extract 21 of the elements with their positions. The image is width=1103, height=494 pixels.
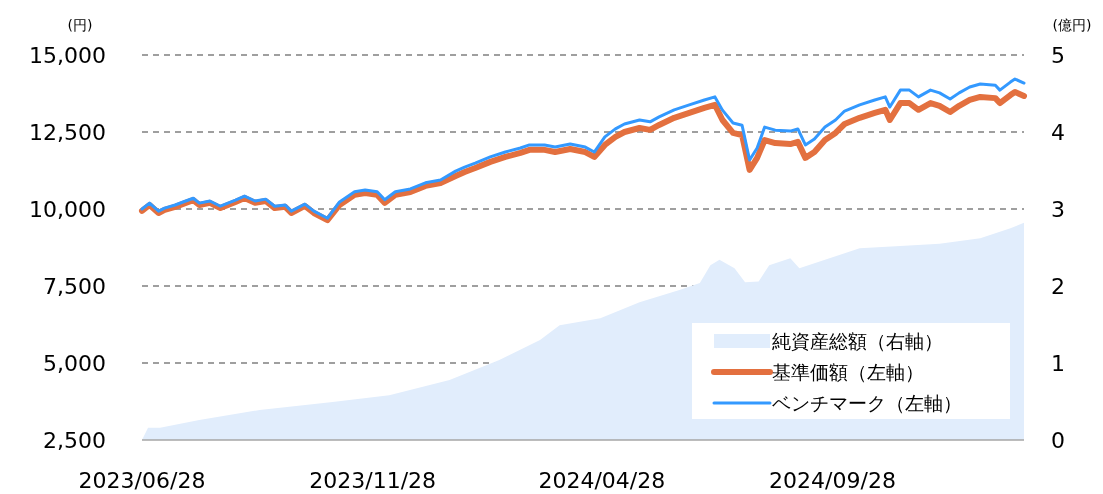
- legend-label: ベンチマーク（左軸）: [772, 392, 962, 414]
- x-tick-label: 2024/04/28: [538, 468, 666, 493]
- y-tick-label: 12,500: [29, 120, 106, 145]
- y2-tick-label: 5: [1051, 43, 1065, 68]
- y2-tick-label: 2: [1051, 274, 1065, 299]
- y2-tick-label: 3: [1051, 197, 1065, 222]
- y2-tick-label: 4: [1051, 120, 1065, 145]
- y-axis-title: (円): [67, 17, 93, 33]
- y-tick-label: 7,500: [43, 274, 106, 299]
- y2-axis-title: (億円): [1052, 17, 1092, 33]
- x-tick-label: 2024/09/28: [769, 468, 896, 493]
- y-tick-label: 5,000: [43, 351, 106, 376]
- y2-tick-label: 0: [1051, 428, 1065, 453]
- legend-label: 基準価額（左軸）: [772, 361, 924, 383]
- x-tick-label: 2023/11/28: [309, 468, 437, 493]
- series-label: 純資産総額（右軸）: [772, 330, 943, 352]
- x-tick-label: 2023/06/28: [78, 468, 206, 493]
- y-tick-label: 10,000: [29, 197, 106, 222]
- y-tick-label: 15,000: [29, 43, 106, 68]
- y-tick-label: 2,500: [43, 428, 106, 453]
- y2-tick-label: 1: [1051, 351, 1065, 376]
